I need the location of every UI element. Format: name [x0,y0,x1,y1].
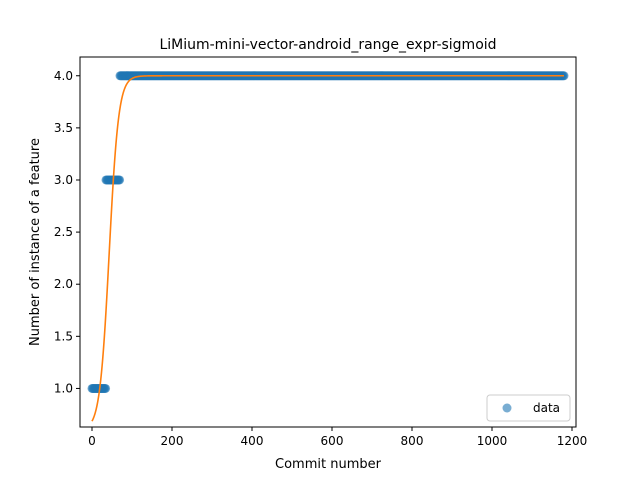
y-axis-label: Number of instance of a feature [28,138,43,346]
x-tick-label: 600 [321,434,344,448]
x-axis-label: Commit number [275,457,382,472]
data-point [115,175,125,185]
y-tick-label: 2.0 [54,277,73,291]
legend-label-data: data [533,401,560,415]
y-tick-label: 1.5 [54,329,73,343]
data-point [101,383,111,393]
legend-marker-data [502,403,512,413]
fitted-curve [91,74,564,422]
ticks: 0 200 400 600 800 1000 1200 1.0 1.5 2.0 2.5 3.0 3.5 4… [54,69,587,448]
y-tick-label: 1.0 [54,381,73,395]
x-tick-label: 200 [161,434,184,448]
y-tick-label: 3.0 [54,173,73,187]
x-tick-label: 400 [241,434,264,448]
x-tick-label: 800 [401,434,424,448]
plot-area [87,71,569,422]
y-tick-label: 3.5 [54,121,73,135]
chart-title: LiMium-mini-vector-android_range_expr-si… [159,37,496,53]
legend: data [486,394,571,422]
legend-box [486,394,571,422]
x-tick-label: 1000 [477,434,508,448]
y-tick-label: 4.0 [54,69,73,83]
axes-frame [79,56,577,428]
y-tick-label: 2.5 [54,225,73,239]
x-tick-label: 0 [88,434,96,448]
x-tick-label: 1200 [557,434,588,448]
